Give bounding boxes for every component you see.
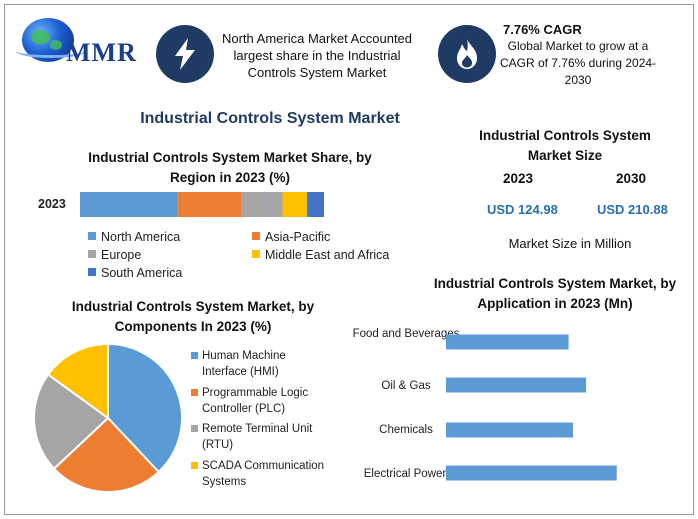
cagr-text: Global Market to grow at a CAGR of 7.76%… bbox=[499, 39, 657, 87]
app-label-oil-gas: Oil & Gas bbox=[381, 380, 431, 392]
brand-name: MMR bbox=[66, 38, 137, 67]
market-size-unit-note: Market Size in Million bbox=[508, 236, 632, 251]
legend-hmi: Human Machine Interface (HMI) bbox=[191, 348, 332, 380]
components-chart-title: Industrial Controls System Market, by Co… bbox=[71, 299, 315, 334]
legend-swatch bbox=[88, 232, 96, 240]
legend-swatch bbox=[191, 425, 198, 432]
app-label-food-beverages: Food and Beverages bbox=[352, 328, 460, 340]
lightning-icon bbox=[156, 25, 214, 83]
legend-scada: SCADA Communication Systems bbox=[191, 458, 332, 490]
app-bar-food-and-beverages bbox=[446, 334, 569, 350]
flame-icon bbox=[438, 25, 496, 83]
legend-rtu: Remote Terminal Unit (RTU) bbox=[191, 421, 332, 453]
legend-asia-pacific: Asia-Pacific bbox=[252, 230, 330, 244]
legend-plc: Programmable Logic Controller (PLC) bbox=[191, 385, 332, 417]
region-segment-south-america bbox=[306, 192, 324, 217]
app-label-chemicals: Chemicals bbox=[379, 424, 433, 436]
legend-swatch bbox=[191, 462, 198, 469]
legend-europe: Europe bbox=[88, 248, 141, 262]
legend-north-america: North America bbox=[88, 230, 180, 244]
application-chart-title: Industrial Controls System Market, by Ap… bbox=[433, 276, 677, 311]
legend-south-america: South America bbox=[88, 266, 182, 280]
logo-swoosh bbox=[16, 44, 86, 58]
components-pie-chart bbox=[33, 342, 183, 493]
region-chart-title: Industrial Controls System Market Share,… bbox=[88, 150, 372, 185]
app-bar-chemicals bbox=[446, 422, 573, 438]
legend-swatch bbox=[252, 250, 260, 258]
market-size-2023-value: USD 124.98 bbox=[487, 202, 558, 217]
market-size-title: Industrial Controls System Market Size bbox=[479, 128, 651, 163]
legend-swatch bbox=[252, 232, 260, 240]
pie-slice-programmable-logic-controller-plc bbox=[52, 416, 161, 493]
year-2023-label: 2023 bbox=[503, 171, 534, 186]
app-bar-oil-gas bbox=[446, 377, 587, 393]
legend-swatch bbox=[191, 389, 198, 396]
legend-swatch bbox=[88, 268, 96, 276]
year-2030-label: 2030 bbox=[616, 171, 647, 186]
pie-slice-remote-terminal-unit-rtu bbox=[33, 373, 110, 471]
app-bar-electrical-power bbox=[446, 465, 617, 481]
legend-swatch bbox=[88, 250, 96, 258]
region-segment-europe bbox=[241, 192, 283, 217]
region-segment-middle-east-and-africa bbox=[282, 192, 307, 217]
market-size-2030-value: USD 210.88 bbox=[597, 202, 668, 217]
region-segment-asia-pacific bbox=[177, 192, 242, 217]
app-label-electrical-power: Electrical Power bbox=[363, 468, 447, 480]
north-america-share-text: North America Market Accounted largest s… bbox=[221, 31, 413, 80]
legend-middle-east-africa: Middle East and Africa bbox=[252, 248, 389, 262]
legend-swatch bbox=[191, 352, 198, 359]
cagr-title: 7.76% CAGR bbox=[503, 22, 582, 37]
main-title: Industrial Controls System Market bbox=[140, 110, 400, 127]
region-segment-north-america bbox=[80, 192, 178, 217]
pie-slice-scada-communication-systems bbox=[46, 342, 109, 420]
region-bar-category-label: 2023 bbox=[38, 197, 66, 211]
pie-slice-human-machine-interface-hmi bbox=[107, 342, 183, 474]
mmr-logo: MMR bbox=[14, 14, 144, 70]
